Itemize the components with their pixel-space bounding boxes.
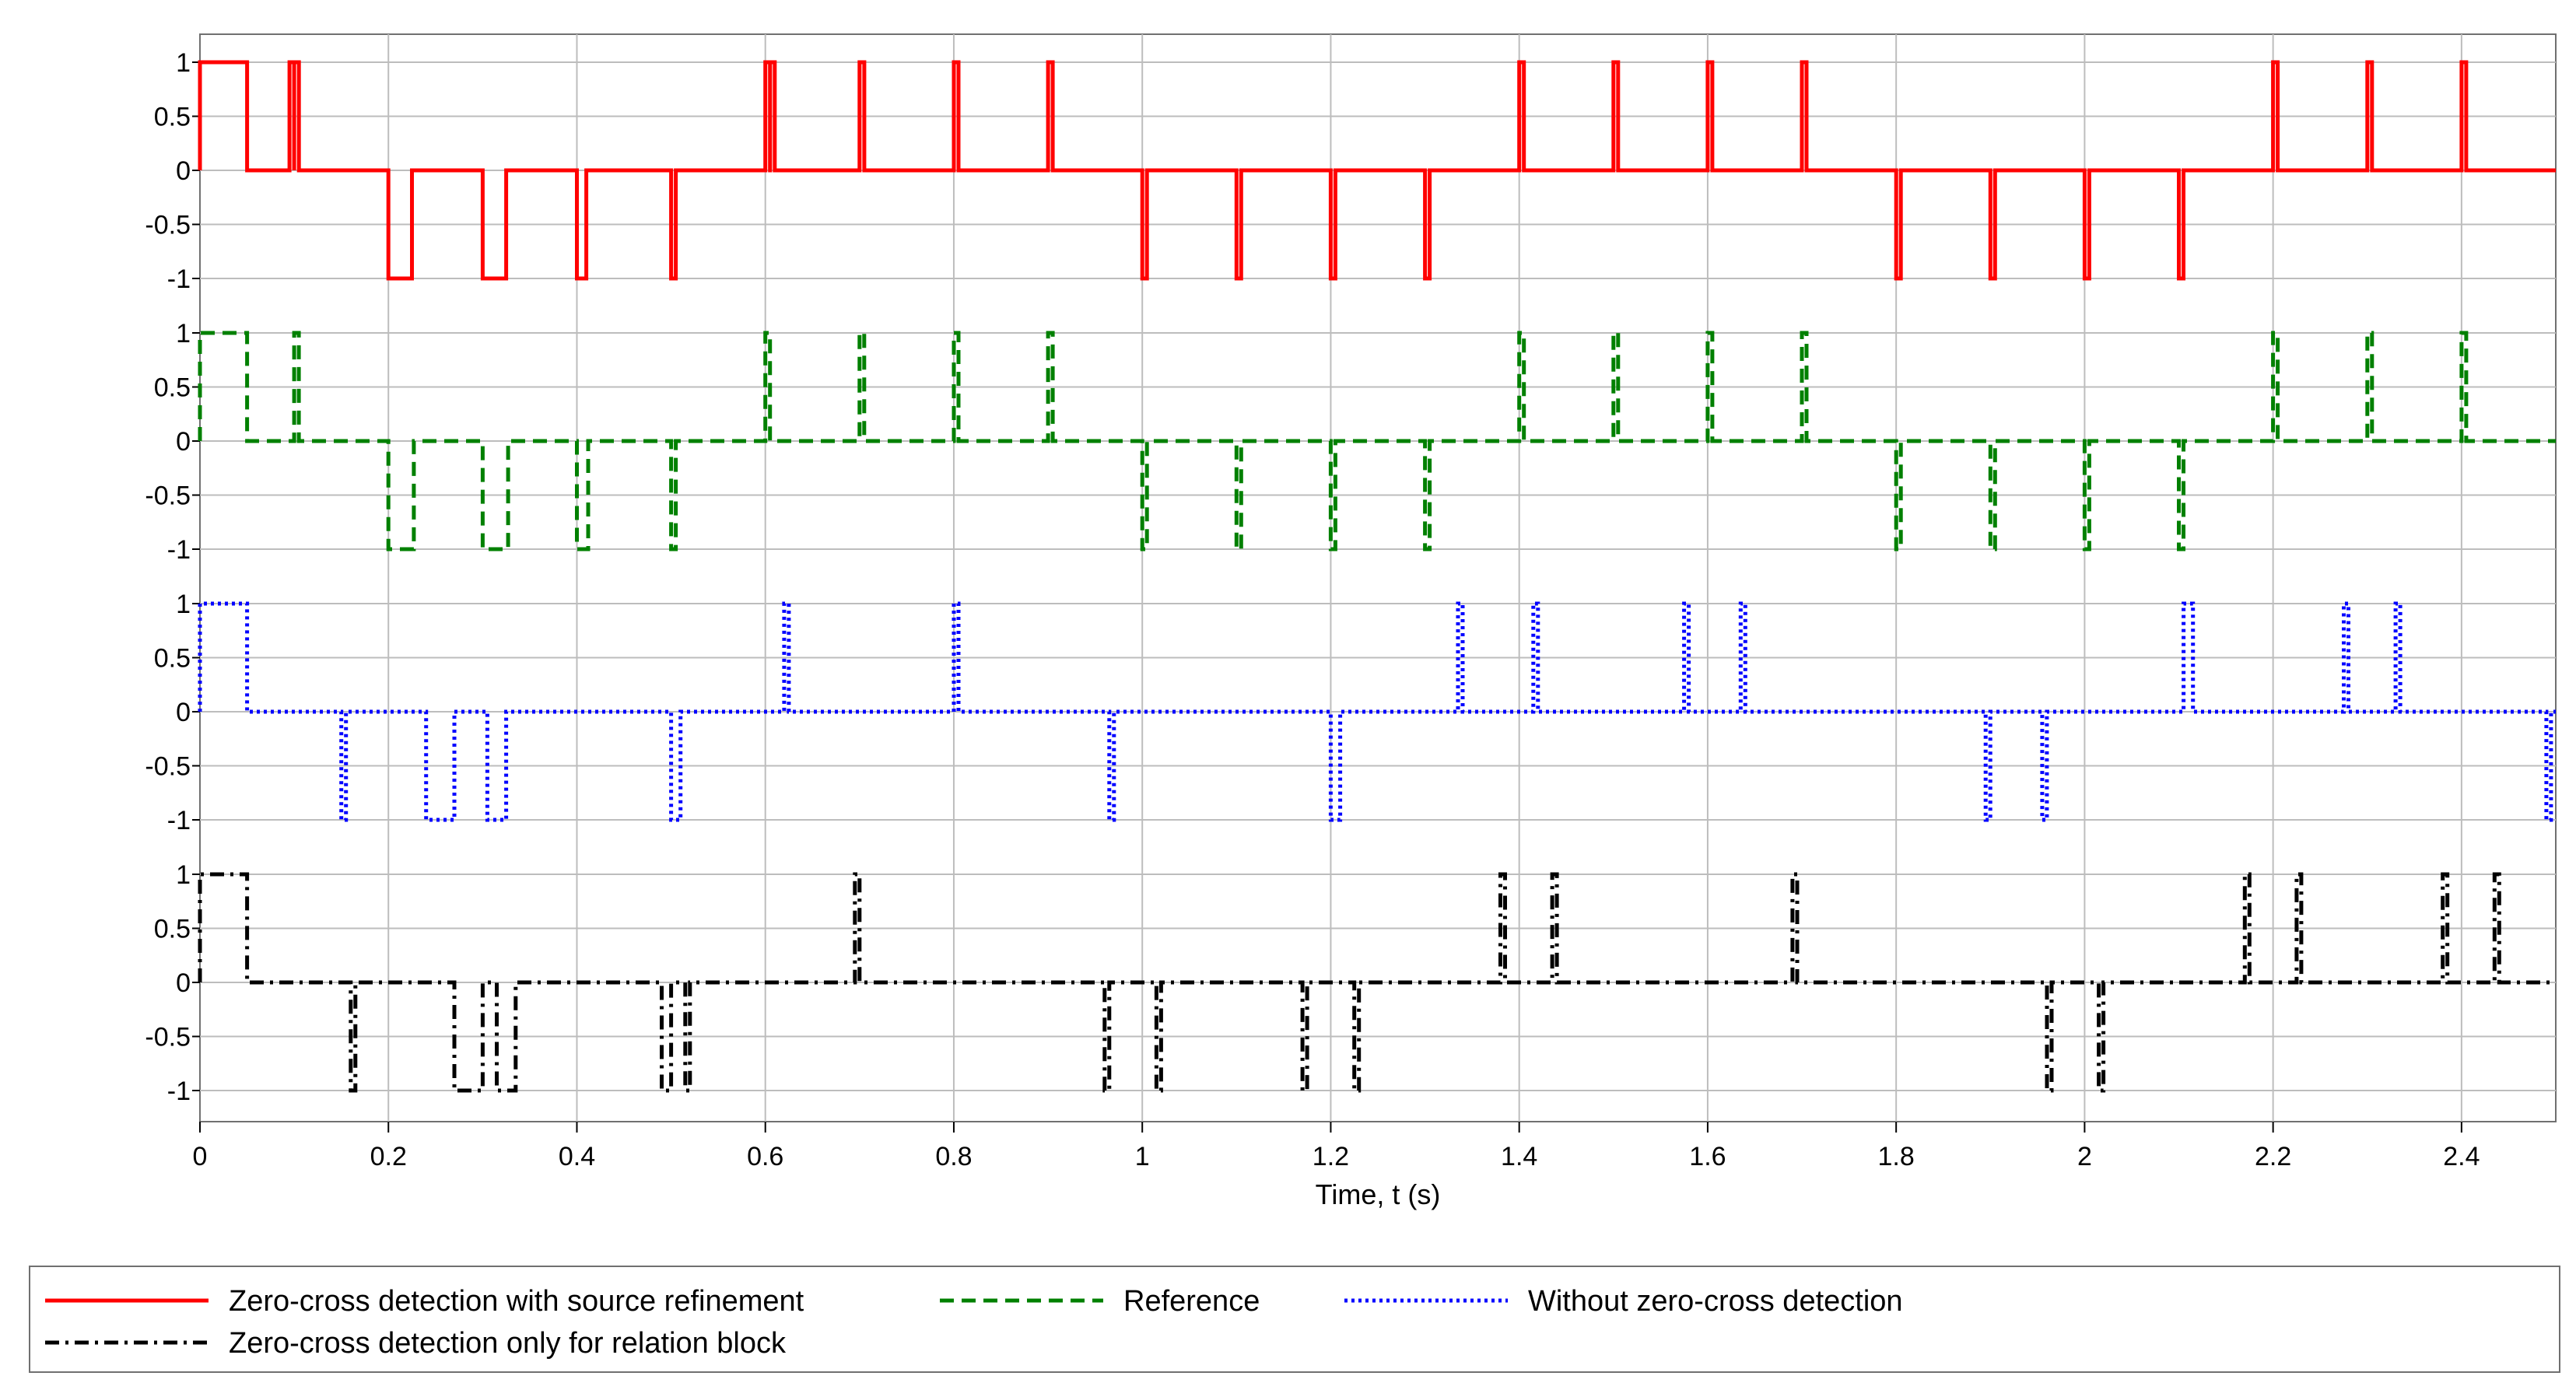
tick-layer: 0 0.2 0.4 0.6 0.8 1 1.2 1.4 1.6 1.8 2 2.2 2.4 1 0.5 0 -0… [145, 48, 2480, 1171]
x-tick-label: 1 [1135, 1142, 1150, 1171]
x-tick-label: 0.4 [559, 1142, 595, 1171]
series-line-4 [198, 872, 2556, 1093]
y-tick-label: 0.5 [154, 915, 191, 944]
series-layer [198, 60, 2556, 1093]
x-tick-label: 0.8 [935, 1142, 972, 1171]
y-tick-label: -0.5 [145, 1023, 191, 1052]
x-tick-label: 1.8 [1878, 1142, 1915, 1171]
y-tick-label: 0.5 [154, 103, 191, 132]
y-tick-label: 0 [176, 427, 191, 457]
x-tick-label: 2.4 [2443, 1142, 2480, 1171]
y-tick-label: 0 [176, 156, 191, 186]
x-tick-label: 2 [2077, 1142, 2092, 1171]
legend-layer: Zero-cross detection with source refinem… [45, 1285, 1903, 1360]
x-tick-label: 0.6 [747, 1142, 783, 1171]
y-tick-label: 1 [176, 590, 191, 619]
x-tick-label: 2.2 [2255, 1142, 2291, 1171]
legend-box [29, 1266, 2560, 1373]
y-tick-label: 1 [176, 48, 191, 78]
y-tick-label: 1 [176, 319, 191, 348]
y-tick-label: -1 [167, 806, 191, 835]
y-tick-label: 0.5 [154, 644, 191, 674]
x-tick-label: 1.2 [1313, 1142, 1349, 1171]
legend-label-3: Without zero-cross detection [1528, 1285, 1903, 1318]
legend-label-4: Zero-cross detection only for relation b… [229, 1327, 787, 1360]
x-tick-label: 0.2 [370, 1142, 407, 1171]
y-tick-label: 0.5 [154, 373, 191, 403]
series-line-1 [198, 60, 2556, 281]
y-tick-label: -1 [167, 535, 191, 565]
y-tick-label: -0.5 [145, 211, 191, 240]
y-tick-label: 0 [176, 698, 191, 727]
y-tick-label: 0 [176, 968, 191, 998]
y-tick-label: 1 [176, 860, 191, 890]
x-tick-label: 0 [193, 1142, 208, 1171]
series-line-2 [198, 331, 2556, 551]
y-tick-label: -0.5 [145, 752, 191, 782]
x-tick-label: 1.6 [1689, 1142, 1726, 1171]
y-tick-label: -1 [167, 1077, 191, 1106]
y-tick-label: -1 [167, 264, 191, 294]
legend-label-1: Zero-cross detection with source refinem… [229, 1285, 804, 1318]
series-line-3 [198, 601, 2556, 822]
x-axis-title: Time, t (s) [1316, 1178, 1441, 1210]
y-tick-label: -0.5 [145, 481, 191, 511]
plot-area [199, 33, 2557, 1122]
legend-label-2: Reference [1123, 1285, 1260, 1318]
x-tick-label: 1.4 [1501, 1142, 1537, 1171]
